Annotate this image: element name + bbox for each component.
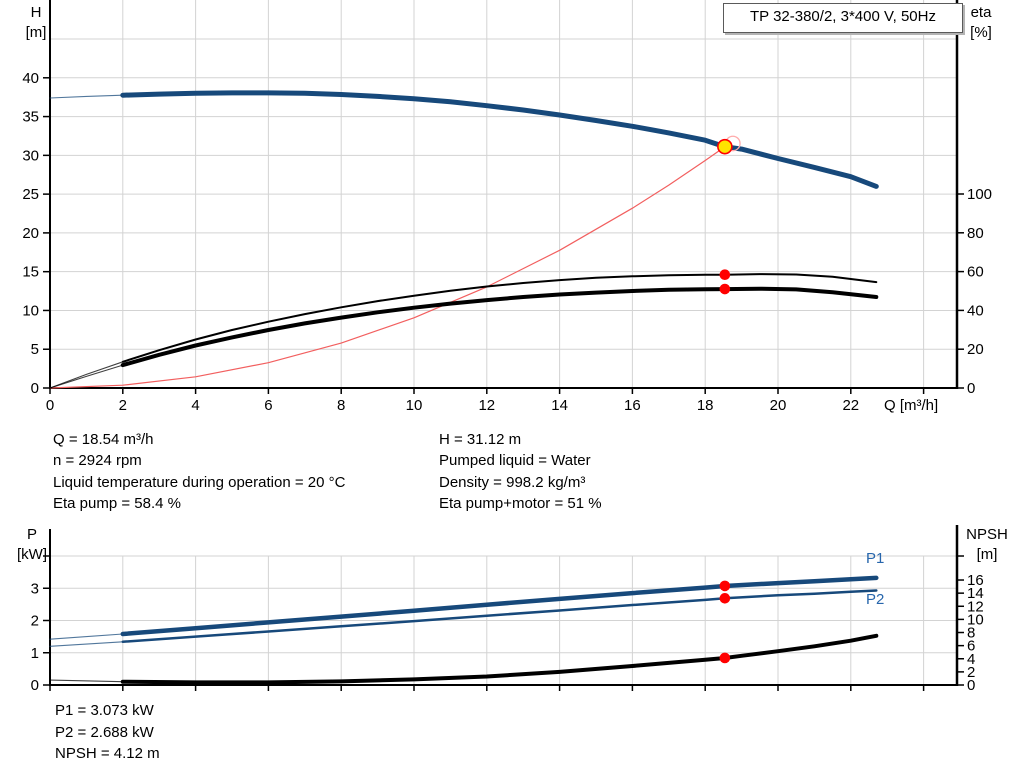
pump-head-curve: [120, 90, 879, 189]
eta-axis-unit-label: eta [%]: [963, 3, 999, 43]
duty-value-dot: [719, 593, 731, 604]
tick-label-right: 10: [967, 611, 984, 628]
duty-point-info-left: Q = 18.54 m³/h n = 2924 rpm Liquid tempe…: [53, 429, 345, 515]
eta-pump-motor-curve: [120, 286, 879, 368]
info-line-p1: P1 = 3.073 kW: [55, 702, 154, 719]
p2-curve-label: P2: [866, 591, 885, 608]
tick-label-left: 10: [22, 302, 39, 319]
eta-pump-motor-curve-thin-start: [49, 364, 124, 389]
info-line-npsh: NPSH = 4.12 m: [55, 745, 160, 763]
npsh-axis-unit-label: NPSH [m]: [963, 525, 1011, 565]
tick-label-left: 15: [22, 264, 39, 281]
tick-label-x: 6: [264, 397, 272, 414]
tick-label-x: 12: [478, 397, 495, 414]
tick-label-right: 4: [967, 651, 975, 668]
tick-label-right: 80: [967, 225, 984, 242]
duty-value-dot: [719, 283, 731, 295]
tick-label-right: 20: [967, 341, 984, 358]
tick-label-left: 2: [31, 613, 39, 630]
q-axis-label: Q [m³/h]: [884, 397, 939, 414]
p-axis-symbol: P: [26, 526, 37, 543]
npsh-axis-unit: [m]: [976, 546, 998, 563]
tick-label-x: 18: [697, 397, 714, 414]
h-axis-unit-label: H [m]: [18, 3, 54, 43]
tick-label-left: 1: [31, 645, 39, 662]
tick-label-x: 8: [337, 397, 345, 414]
p1-curve-thin-start: [49, 633, 124, 640]
tick-label-right: 8: [967, 625, 975, 642]
duty-value-dot: [719, 652, 731, 664]
tick-label-x: 16: [624, 397, 641, 414]
npsh-axis-symbol: NPSH: [966, 526, 1008, 543]
info-line-liquid: Pumped liquid = Water: [439, 452, 591, 470]
pump-title-box: TP 32-380/2, 3*400 V, 50Hz: [723, 3, 963, 33]
duty-value-dot: [719, 269, 731, 281]
eta-pump-curve-thin-start: [49, 361, 124, 389]
tick-label-x: 14: [551, 397, 568, 414]
tick-label-right: 6: [967, 638, 975, 655]
info-line-p2: P2 = 2.688 kW: [55, 723, 154, 741]
h-axis-unit: [m]: [25, 24, 47, 41]
tick-label-right: 0: [967, 677, 975, 694]
info-line-h: H = 31.12 m: [439, 431, 522, 448]
tick-label-left: 25: [22, 186, 39, 203]
eta-axis-symbol: eta: [970, 4, 992, 21]
npsh-curve: [120, 633, 879, 685]
duty-point-marker[interactable]: [717, 138, 733, 155]
duty-value-dot: [719, 580, 731, 592]
p2-curve: [121, 589, 878, 644]
info-line-eta-pump-motor: Eta pump+motor = 51 %: [439, 495, 602, 513]
tick-label-x: 2: [119, 397, 127, 414]
p-axis-unit-label: P [kW]: [12, 525, 52, 565]
tick-label-left: 0: [31, 380, 39, 397]
tick-label-x: 0: [46, 397, 54, 414]
npsh-curve-thin-start: [49, 679, 124, 683]
tick-label-left: 30: [22, 147, 39, 164]
tick-label-left: 40: [22, 70, 39, 87]
tick-label-right: 2: [967, 664, 975, 681]
p1-curve-label: P1: [866, 550, 885, 567]
power-info-block: P1 = 3.073 kW P2 = 2.688 kW NPSH = 4.12 …: [55, 700, 160, 765]
info-line-eta-pump: Eta pump = 58.4 %: [53, 495, 181, 513]
tick-label-right: 60: [967, 264, 984, 281]
tick-label-x: 22: [842, 397, 859, 414]
info-line-q: Q = 18.54 m³/h: [53, 431, 154, 448]
info-line-temperature: Liquid temperature during operation = 20…: [53, 473, 346, 491]
p2-curve-thin-start: [49, 641, 124, 647]
duty-point-info-right: H = 31.12 m Pumped liquid = Water Densit…: [439, 429, 602, 515]
p1-curve: [120, 575, 879, 637]
eta-axis-unit: [%]: [970, 24, 992, 41]
tick-label-x: 20: [770, 397, 787, 414]
tick-label-left: 35: [22, 109, 39, 126]
pump-head-curve-thin-start: [49, 94, 124, 99]
tick-label-left: 0: [31, 677, 39, 694]
info-line-density: Density = 998.2 kg/m³: [439, 473, 586, 491]
tick-label-right: 0: [967, 380, 975, 397]
h-axis-symbol: H: [30, 4, 42, 21]
info-line-n: n = 2924 rpm: [53, 452, 142, 470]
tick-label-right: 100: [967, 186, 992, 203]
tick-label-left: 3: [31, 580, 39, 597]
eta-pump-curve: [121, 273, 878, 363]
tick-label-x: 4: [191, 397, 199, 414]
tick-label-x: 10: [406, 397, 423, 414]
tick-label-right: 16: [967, 572, 984, 589]
tick-label-right: 40: [967, 302, 984, 319]
tick-label-right: 14: [967, 585, 984, 602]
tick-label-left: 5: [31, 341, 39, 358]
tick-label-right: 12: [967, 598, 984, 615]
tick-label-left: 20: [22, 225, 39, 242]
p-axis-unit: [kW]: [17, 546, 47, 563]
